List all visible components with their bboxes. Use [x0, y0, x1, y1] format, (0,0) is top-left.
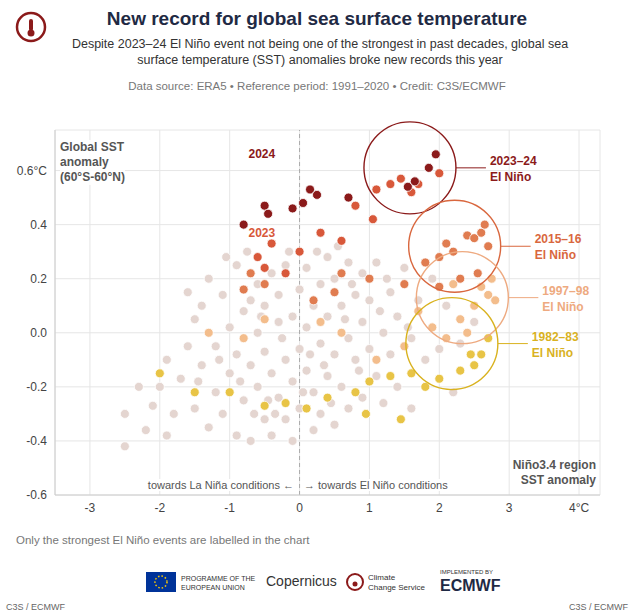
html-text:(60°S-60°N): (60°S-60°N)	[60, 170, 125, 184]
svg-text:0.0: 0.0	[30, 326, 47, 340]
html-text:Climate: Climate	[368, 573, 396, 582]
svg-text:0: 0	[296, 501, 303, 515]
svg-text:-0.2: -0.2	[26, 380, 47, 394]
svg-text:-0.6: -0.6	[26, 488, 47, 502]
svg-text:2024: 2024	[248, 147, 275, 161]
svg-text:0.4: 0.4	[30, 218, 47, 232]
html-text:Niño3.4 region: Niño3.4 region	[512, 458, 596, 472]
svg-text:El Niño: El Niño	[532, 346, 573, 360]
html-text:New record for global sea surf: New record for global sea surface temper…	[106, 8, 528, 29]
svg-text:3: 3	[506, 501, 513, 515]
svg-text:El Niño: El Niño	[542, 300, 583, 314]
html-text:Data source: ERA5 • Reference: Data source: ERA5 • Reference period: 19…	[128, 80, 506, 92]
html-text:C3S / ECMWF: C3S / ECMWF	[569, 602, 628, 612]
svg-text:2015–16: 2015–16	[535, 232, 582, 246]
svg-text:2: 2	[436, 501, 443, 515]
svg-text:2023–24: 2023–24	[490, 154, 537, 168]
html-text:ECMWF: ECMWF	[440, 577, 501, 594]
html-text:Global SST: Global SST	[60, 140, 124, 154]
html-text:Copernicus: Copernicus	[266, 573, 337, 589]
html-text:Change Service: Change Service	[368, 583, 425, 592]
html-text:Despite 2023–24 El Niño event: Despite 2023–24 El Niño event not being …	[71, 37, 569, 67]
html-text:→ towards El Niño conditions: → towards El Niño conditions	[304, 479, 448, 491]
svg-text:-2: -2	[154, 501, 165, 515]
svg-text:-1: -1	[224, 501, 235, 515]
svg-text:-3: -3	[85, 501, 96, 515]
svg-text:0.6°C: 0.6°C	[17, 164, 47, 178]
html-text:IMPLEMENTED BY: IMPLEMENTED BY	[440, 569, 493, 575]
html-text:C3S / ECMWF: C3S / ECMWF	[6, 602, 65, 612]
svg-text:-0.4: -0.4	[26, 434, 47, 448]
html-text:EUROPEAN UNION: EUROPEAN UNION	[181, 584, 245, 591]
html-text:towards La Niña conditions ←: towards La Niña conditions ←	[147, 479, 294, 491]
svg-text:1982–83: 1982–83	[532, 330, 579, 344]
html-text:anomaly: anomaly	[60, 155, 109, 169]
svg-text:El Niño: El Niño	[490, 170, 531, 184]
html-text:Only the strongest El Niño eve: Only the strongest El Niño events are la…	[16, 534, 310, 546]
svg-text:1997–98: 1997–98	[542, 284, 589, 298]
svg-text:4°C: 4°C	[569, 501, 589, 515]
svg-text:1: 1	[366, 501, 373, 515]
svg-text:El Niño: El Niño	[535, 248, 576, 262]
svg-text:2023: 2023	[248, 226, 275, 240]
html-text:PROGRAMME OF THE: PROGRAMME OF THE	[181, 575, 256, 582]
html-text:SST anomaly: SST anomaly	[520, 473, 596, 487]
svg-text:0.2: 0.2	[30, 272, 47, 286]
